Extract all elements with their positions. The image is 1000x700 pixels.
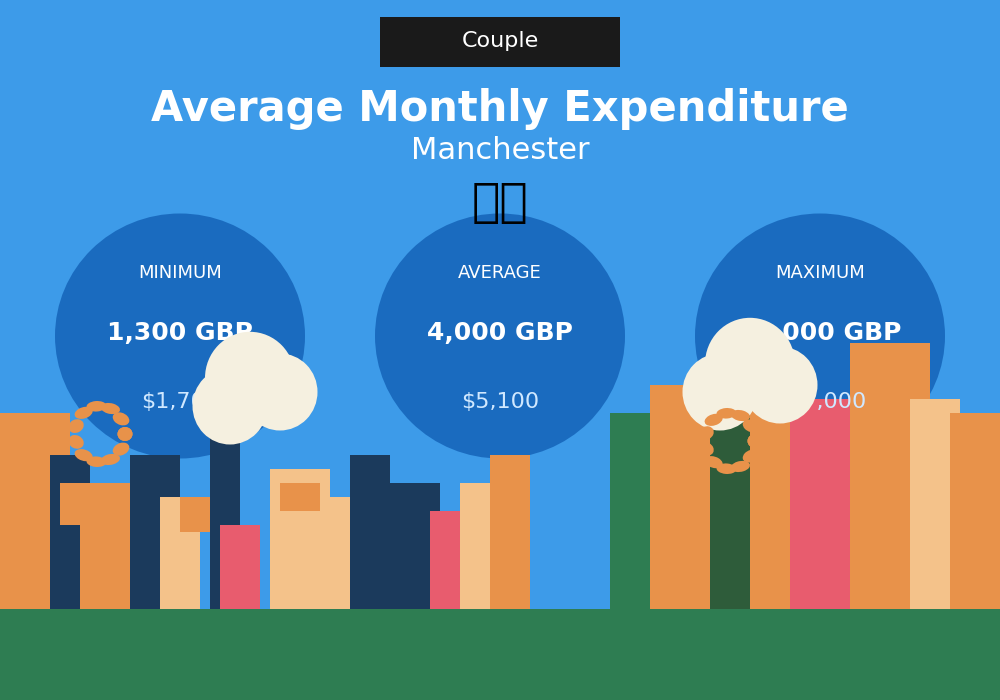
Ellipse shape <box>118 427 132 441</box>
Ellipse shape <box>101 454 120 465</box>
Ellipse shape <box>705 318 795 410</box>
Ellipse shape <box>748 434 763 448</box>
Bar <box>180 497 210 532</box>
Ellipse shape <box>742 346 818 424</box>
Bar <box>950 413 1000 609</box>
Text: $1,700: $1,700 <box>141 393 219 412</box>
Bar <box>0 609 1000 700</box>
Ellipse shape <box>86 456 106 467</box>
Ellipse shape <box>716 463 736 474</box>
Ellipse shape <box>75 407 93 419</box>
Text: 🇬🇧: 🇬🇧 <box>472 181 528 225</box>
Bar <box>160 497 200 609</box>
Bar <box>80 483 130 609</box>
Text: Couple: Couple <box>461 31 539 50</box>
Text: 4,000 GBP: 4,000 GBP <box>427 321 573 344</box>
FancyBboxPatch shape <box>380 18 620 66</box>
Ellipse shape <box>86 401 106 412</box>
Ellipse shape <box>375 214 625 458</box>
Bar <box>710 413 770 609</box>
Ellipse shape <box>192 368 268 444</box>
Text: Manchester: Manchester <box>411 136 589 165</box>
Text: AVERAGE: AVERAGE <box>458 264 542 282</box>
Bar <box>390 483 440 609</box>
Bar <box>50 455 90 609</box>
Bar <box>430 511 470 609</box>
Ellipse shape <box>743 419 759 433</box>
Ellipse shape <box>716 408 736 419</box>
Bar <box>850 343 930 609</box>
Text: Average Monthly Expenditure: Average Monthly Expenditure <box>151 88 849 130</box>
Bar <box>350 455 390 609</box>
Ellipse shape <box>55 214 305 458</box>
Bar <box>130 455 180 609</box>
Ellipse shape <box>682 354 758 430</box>
Ellipse shape <box>113 442 129 456</box>
Bar <box>240 525 260 609</box>
Ellipse shape <box>695 214 945 458</box>
Ellipse shape <box>242 354 318 430</box>
Ellipse shape <box>68 435 84 449</box>
Bar <box>790 399 860 609</box>
Bar <box>610 413 670 609</box>
Bar <box>0 413 70 609</box>
Bar <box>650 385 730 609</box>
Text: MAXIMUM: MAXIMUM <box>775 264 865 282</box>
Ellipse shape <box>75 449 93 461</box>
Ellipse shape <box>101 403 120 414</box>
Ellipse shape <box>731 461 750 472</box>
Bar <box>220 525 240 609</box>
Bar <box>210 427 240 609</box>
Bar <box>270 469 330 609</box>
Bar <box>60 483 90 525</box>
Text: MINIMUM: MINIMUM <box>138 264 222 282</box>
Bar <box>0 413 70 609</box>
Bar <box>750 357 800 609</box>
Ellipse shape <box>118 427 132 441</box>
Ellipse shape <box>113 412 129 426</box>
Ellipse shape <box>748 434 763 448</box>
Bar <box>320 497 360 609</box>
Ellipse shape <box>743 449 759 463</box>
Bar <box>490 455 530 609</box>
Text: $27,000: $27,000 <box>774 393 866 412</box>
Ellipse shape <box>205 332 295 424</box>
Ellipse shape <box>705 456 723 468</box>
Bar <box>460 483 490 609</box>
Ellipse shape <box>68 419 84 433</box>
Ellipse shape <box>731 410 750 421</box>
Bar <box>280 483 320 511</box>
Ellipse shape <box>705 414 723 426</box>
Ellipse shape <box>698 426 714 440</box>
Bar <box>910 399 960 609</box>
Text: 1,300 GBP: 1,300 GBP <box>107 321 253 344</box>
Text: $5,100: $5,100 <box>461 393 539 412</box>
Ellipse shape <box>698 442 714 456</box>
Text: 21,000 GBP: 21,000 GBP <box>738 321 902 344</box>
